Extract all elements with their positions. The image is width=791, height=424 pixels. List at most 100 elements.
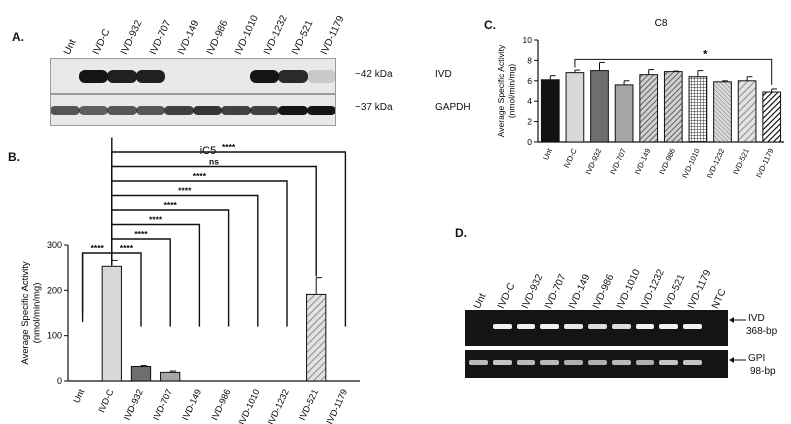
gpi-gel-band-ivd-986: [588, 360, 607, 365]
x-tick-label-ivd-1232: IVD-1232: [705, 147, 727, 180]
bar-ivd-1010: [688, 76, 708, 143]
c8-bar-chart: C8 Average Specific Activity (nmol/min/mg)…: [496, 18, 784, 180]
x-tick-label-unt: Unt: [541, 146, 554, 161]
significance-bracket: [111, 194, 259, 327]
blot-lane-label-ivd-707: IVD-707: [147, 18, 173, 57]
gpi-gel-band-ivd-1179: [683, 360, 702, 365]
gapdh-band-ivd-521: [278, 105, 308, 115]
blot-lane-label-unt: Unt: [62, 37, 79, 57]
x-tick-label-ivd-1179: IVD-1179: [324, 388, 349, 424]
ivd-gel-band-ivd-986: [588, 324, 607, 329]
gpi-gel-band-ivd-1010: [611, 360, 631, 365]
ivd-gel-band-ivd-932: [516, 324, 536, 329]
x-tick-label-ivd-707: IVD-707: [151, 388, 174, 422]
ivd-band-ivd-932: [107, 69, 137, 83]
significance-label: ****: [91, 243, 105, 253]
x-tick-label-ivd-986: IVD-986: [657, 147, 677, 176]
ivd-gel-band-ivd-707: [540, 324, 560, 329]
x-tick-label-ivd-986: IVD-986: [209, 388, 232, 422]
ivd-gel-name: IVD: [748, 313, 765, 324]
y-tick-label: 0: [527, 137, 532, 147]
gapdh-band-ivd-1232: [249, 105, 279, 115]
y-axis-label: Average Specific Activity (nmol/min/mg): [20, 261, 43, 365]
blot-lane-label-ivd-c: IVD-C: [90, 27, 112, 57]
blot-lane-label-ivd-521: IVD-521: [290, 18, 316, 57]
y-axis-label-line: (nmol/min/mg): [32, 283, 43, 344]
bar-unt: [540, 79, 560, 143]
bar-ivd-c: [565, 72, 585, 143]
ivd-size-label: ~42 kDa: [355, 69, 393, 80]
y-tick-label: 4: [527, 96, 532, 106]
blot-lane-label-ivd-149: IVD-149: [176, 18, 202, 57]
ivd-band-ivd-1232: [249, 69, 279, 83]
blot-lane-label-ivd-1010: IVD-1010: [233, 13, 261, 57]
gel-lane-label-ivd-932: IVD-932: [519, 272, 546, 311]
gpi-gel-band-ivd-521: [659, 360, 679, 365]
gapdh-band-ivd-707: [135, 105, 165, 115]
ivd-band-ivd-707: [135, 69, 165, 83]
ivd-pcr-gel: [465, 310, 728, 346]
y-tick-label: 6: [527, 76, 532, 86]
y-tick-label: 8: [527, 55, 532, 65]
significance-label: ****: [193, 171, 207, 181]
blot-lane-label-ivd-1232: IVD-1232: [261, 13, 290, 57]
gel-lane-label-ntc: NTC: [710, 287, 729, 311]
ivd-gel-band-ivd-1010: [611, 324, 631, 329]
significance-label: ****: [222, 142, 236, 152]
y-tick-label: 300: [47, 240, 62, 250]
x-tick-label-ivd-707: IVD-707: [608, 147, 628, 176]
ivd-band-ivd-521: [278, 69, 308, 83]
bar-ivd-932: [130, 365, 152, 382]
significance-label: ****: [134, 229, 148, 239]
y-tick-label: 100: [47, 331, 62, 341]
bar-ivd-707: [614, 84, 634, 143]
significance-label: ****: [178, 186, 192, 196]
y-axis-label-line: (nmol/min/mg): [507, 64, 517, 118]
gpi-gel-band-ivd-1232: [635, 360, 655, 365]
gapdh-western-blot: [50, 94, 336, 126]
x-tick-label-ivd-932: IVD-932: [122, 388, 145, 422]
ivd-gel-band-ivd-1232: [635, 324, 655, 329]
panel-a-label: A.: [12, 30, 24, 44]
gapdh-band-ivd-149: [164, 105, 194, 115]
gapdh-band-ivd-c: [78, 105, 108, 115]
ivd-band-ivd-c: [78, 69, 108, 83]
significance-label: ****: [164, 200, 178, 210]
blot-lane-label-ivd-1179: IVD-1179: [318, 14, 347, 57]
x-tick-label-ivd-521: IVD-521: [731, 147, 751, 176]
ivd-band-ivd-1179: [306, 69, 335, 83]
bar-ivd-1232: [713, 81, 732, 143]
gpi-gel-band-ivd-707: [540, 360, 560, 365]
gapdh-band-ivd-1179: [306, 105, 335, 115]
bar-ivd-521: [737, 80, 757, 143]
gpi-gel-size: 98-bp: [750, 366, 776, 377]
gel-lane-label-ivd-707: IVD-707: [543, 272, 569, 311]
significance-label: ****: [149, 215, 163, 225]
gel-lane-label-ivd-149: IVD-149: [567, 272, 593, 311]
gel-arrows: [729, 317, 746, 363]
gpi-gel-band-unt: [469, 360, 488, 365]
panel-d-label: D.: [455, 226, 467, 240]
ivd-gel-band-ivd-c: [492, 324, 512, 329]
y-tick-label: 0: [57, 376, 62, 386]
gapdh-size-label: ~37 kDa: [355, 102, 393, 113]
significance-label: ****: [120, 243, 134, 253]
gel-lane-label-ivd-986: IVD-986: [591, 272, 617, 311]
gpi-pcr-gel: [465, 350, 728, 378]
gapdh-band-ivd-986: [192, 105, 222, 115]
significance-bracket: [111, 165, 317, 277]
blot-lane-label-ivd-932: IVD-932: [119, 18, 145, 57]
y-tick-label: 2: [527, 117, 532, 127]
y-axis-label: Average Specific Activity (nmol/min/mg): [496, 44, 517, 137]
gpi-gel-band-ivd-932: [516, 360, 536, 365]
x-tick-label-ivd-1179: IVD-1179: [754, 147, 775, 179]
bar-ivd-521: [306, 293, 327, 382]
gapdh-band-ivd-1010: [221, 105, 251, 115]
significance-bracket: [111, 223, 201, 327]
bar-ivd-1179: [762, 91, 782, 143]
bar-ivd-707: [160, 371, 181, 382]
significance-label: ns: [209, 157, 219, 167]
chart-title: iC5: [200, 145, 217, 157]
ic5-bar-chart: iC5 Average Specific Activity (nmol/min/mg…: [20, 137, 360, 424]
x-tick-label-ivd-521: IVD-521: [297, 388, 320, 422]
